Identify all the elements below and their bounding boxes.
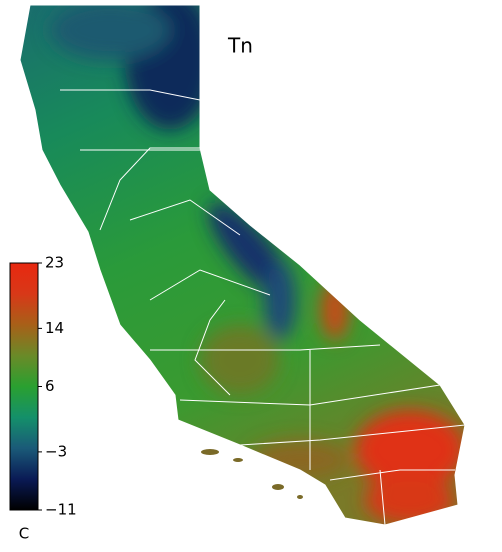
colorbar-tick-label: −11 bbox=[45, 501, 77, 519]
colorbar-tick-label: −3 bbox=[45, 442, 67, 460]
colorbar-scale bbox=[9, 262, 39, 511]
map-title: Tn bbox=[227, 34, 253, 58]
islands bbox=[201, 449, 303, 499]
colorbar-tick-label: 14 bbox=[45, 319, 64, 337]
colorbar-unit: C bbox=[19, 525, 29, 543]
colorbar-tick-label: 23 bbox=[45, 254, 64, 272]
colorbar-tick-label: 6 bbox=[45, 377, 55, 395]
colorbar: 23 14 6 −3 −11 C bbox=[9, 254, 77, 543]
